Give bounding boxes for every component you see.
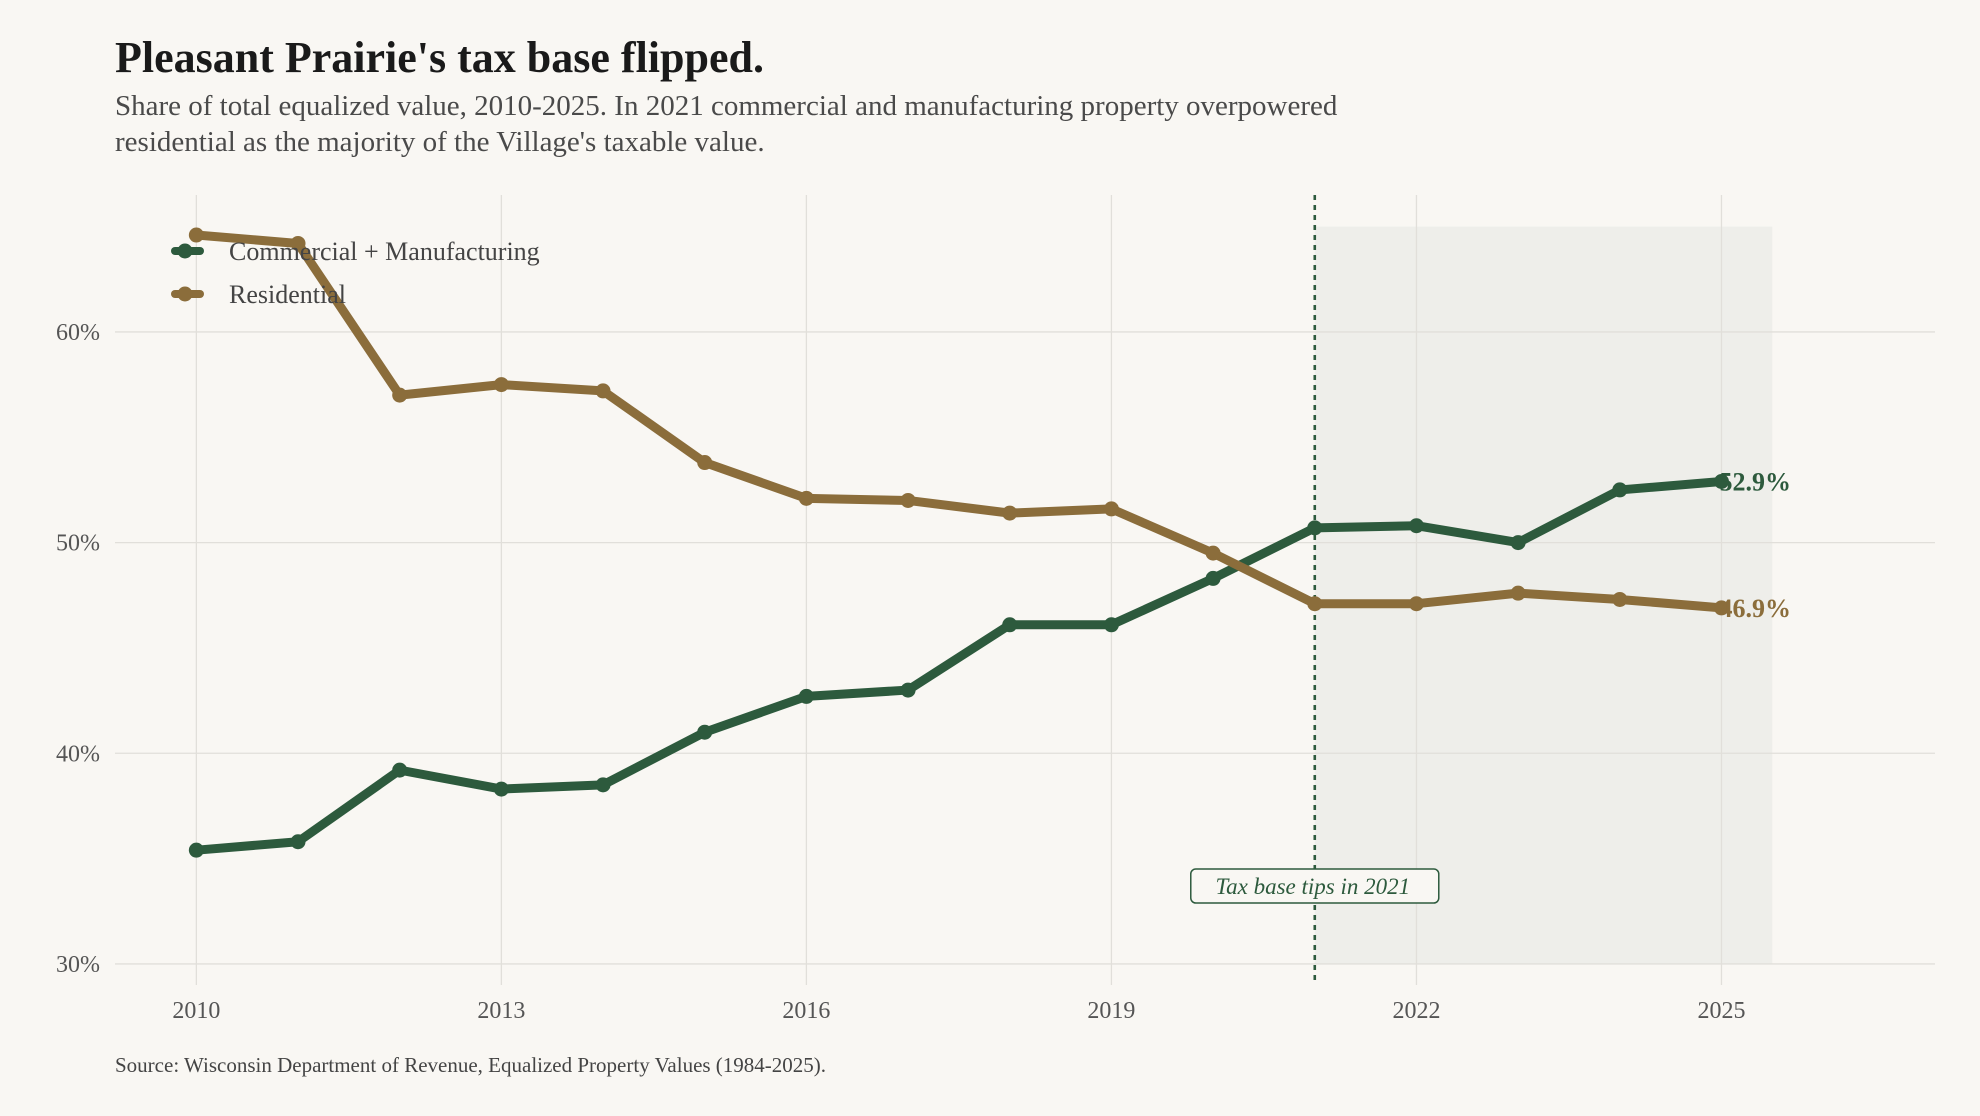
series-point	[290, 834, 306, 850]
axis-labels: 2010 2013 2016 2019 2022 2025 30% 40% 50% 60%	[56, 320, 1745, 1024]
series-point	[798, 490, 814, 506]
series-point	[697, 455, 713, 471]
series-point	[595, 383, 611, 399]
series-point	[1713, 600, 1729, 616]
series-point	[1307, 520, 1323, 536]
series-point	[1002, 505, 1018, 521]
x-tick-label: 2013	[477, 998, 525, 1024]
series-point	[697, 724, 713, 740]
series-point	[1307, 596, 1323, 612]
annotation-label: Tax base tips in 2021	[1215, 874, 1410, 899]
x-tick-label: 2025	[1697, 998, 1745, 1024]
y-tick-label: 30%	[56, 952, 100, 978]
series-point	[798, 688, 814, 704]
x-tick-label: 2010	[172, 998, 220, 1024]
series-point	[1103, 617, 1119, 633]
x-tick-label: 2019	[1087, 998, 1135, 1024]
series-point	[595, 777, 611, 793]
series-point	[1510, 585, 1526, 601]
annotation-layer: Tax base tips in 2021	[1190, 195, 1440, 985]
series-point	[1713, 474, 1729, 490]
series-point	[392, 387, 408, 403]
y-tick-label: 60%	[56, 320, 100, 346]
series-point	[1408, 596, 1424, 612]
legend-marker	[177, 243, 193, 259]
legend: Commercial + Manufacturing Residential	[171, 237, 540, 309]
series-point	[1103, 501, 1119, 517]
annotation-box	[1190, 868, 1440, 904]
legend-label: Residential	[229, 280, 346, 309]
source-note: Source: Wisconsin Department of Revenue,…	[115, 1053, 827, 1077]
series-point	[290, 235, 306, 251]
series-point	[493, 377, 509, 393]
end-label: 46.9%	[1719, 594, 1791, 623]
series-point	[1612, 482, 1628, 498]
legend-label: Commercial + Manufacturing	[229, 237, 540, 266]
series-point	[1002, 617, 1018, 633]
x-tick-label: 2016	[782, 998, 830, 1024]
series-layer: 52.9% 46.9%	[188, 227, 1791, 858]
series-line-0	[191, 477, 1726, 855]
series-point	[493, 781, 509, 797]
series-point	[1205, 545, 1221, 561]
series-point	[188, 842, 204, 858]
series-line-1	[191, 230, 1726, 613]
end-label: 52.9%	[1719, 468, 1791, 497]
series-point	[900, 682, 916, 698]
series-point	[900, 492, 916, 508]
chart-title: Pleasant Prairie's tax base flipped.	[115, 33, 764, 82]
chart-subtitle: Share of total equalized value, 2010-202…	[115, 90, 1338, 158]
series-point	[1205, 570, 1221, 586]
x-tick-label: 2022	[1392, 998, 1440, 1024]
series-point	[1612, 591, 1628, 607]
y-tick-label: 40%	[56, 741, 100, 767]
series-point	[1510, 535, 1526, 551]
series-point	[392, 762, 408, 778]
legend-marker	[177, 286, 193, 302]
series-point	[188, 227, 204, 243]
y-tick-label: 50%	[56, 531, 100, 557]
series-point	[1408, 518, 1424, 534]
